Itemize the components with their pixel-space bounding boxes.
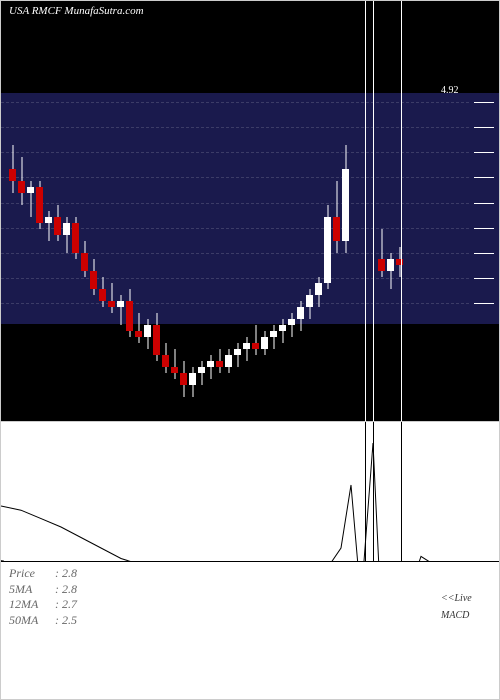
axis-tick [474,253,494,254]
candle [180,1,187,421]
candle [153,1,160,421]
candle [18,1,25,421]
axis-tick [474,152,494,153]
candle [297,1,304,421]
candle [234,1,241,421]
candle [171,1,178,421]
candle [207,1,214,421]
stat-label: Price [9,566,55,582]
candlestick-chart: USA RMCF MunafaSutra.com 4.92 [1,1,499,421]
candle [99,1,106,421]
spike-line [401,1,402,421]
candle [81,1,88,421]
candle [126,1,133,421]
candle [225,1,232,421]
stat-label: 5MA [9,582,55,598]
candle [288,1,295,421]
candle [342,1,349,421]
candle [117,1,124,421]
stat-value: : 2.8 [55,582,77,596]
axis-tick [474,303,494,304]
stat-row: 12MA: 2.7 [9,597,491,613]
candle [63,1,70,421]
candle [324,1,331,421]
candle [45,1,52,421]
candle [36,1,43,421]
candle [216,1,223,421]
stat-value: : 2.5 [55,613,77,627]
chart-header: USA RMCF MunafaSutra.com [9,5,144,17]
axis-tick [474,228,494,229]
candle [9,1,16,421]
stat-row: Price: 2.8 [9,566,491,582]
candle [90,1,97,421]
candle [306,1,313,421]
candle [27,1,34,421]
axis-tick [474,102,494,103]
chart-container: USA RMCF MunafaSutra.com 4.92 <<Live MAC… [0,0,500,700]
stat-label: 50MA [9,613,55,629]
axis-tick [474,203,494,204]
live-label: <<Live [441,593,472,604]
candle [72,1,79,421]
macd-label: MACD [441,610,469,621]
axis-tick [474,177,494,178]
candle [144,1,151,421]
candle [378,1,385,421]
spike-line [373,1,374,421]
indicator-chart: <<Live MACD Price: 2.85MA: 2.812MA: 2.75… [1,421,499,631]
stat-row: 50MA: 2.5 [9,613,491,629]
stat-row: 5MA: 2.8 [9,582,491,598]
candles-layer [1,1,499,421]
stat-label: 12MA [9,597,55,613]
candle [261,1,268,421]
candle [198,1,205,421]
candle [333,1,340,421]
spike-line [365,1,366,421]
candle [162,1,169,421]
candle [270,1,277,421]
candle [135,1,142,421]
candle [189,1,196,421]
stats-box: Price: 2.85MA: 2.812MA: 2.750MA: 2.5 [1,561,499,631]
candle [315,1,322,421]
candle [108,1,115,421]
candle [252,1,259,421]
candle [279,1,286,421]
candle [243,1,250,421]
axis-tick [474,127,494,128]
spike-price-label: 4.92 [441,85,459,96]
stat-value: : 2.7 [55,597,77,611]
candle [387,1,394,421]
axis-tick [474,278,494,279]
candle [54,1,61,421]
stat-value: : 2.8 [55,566,77,580]
